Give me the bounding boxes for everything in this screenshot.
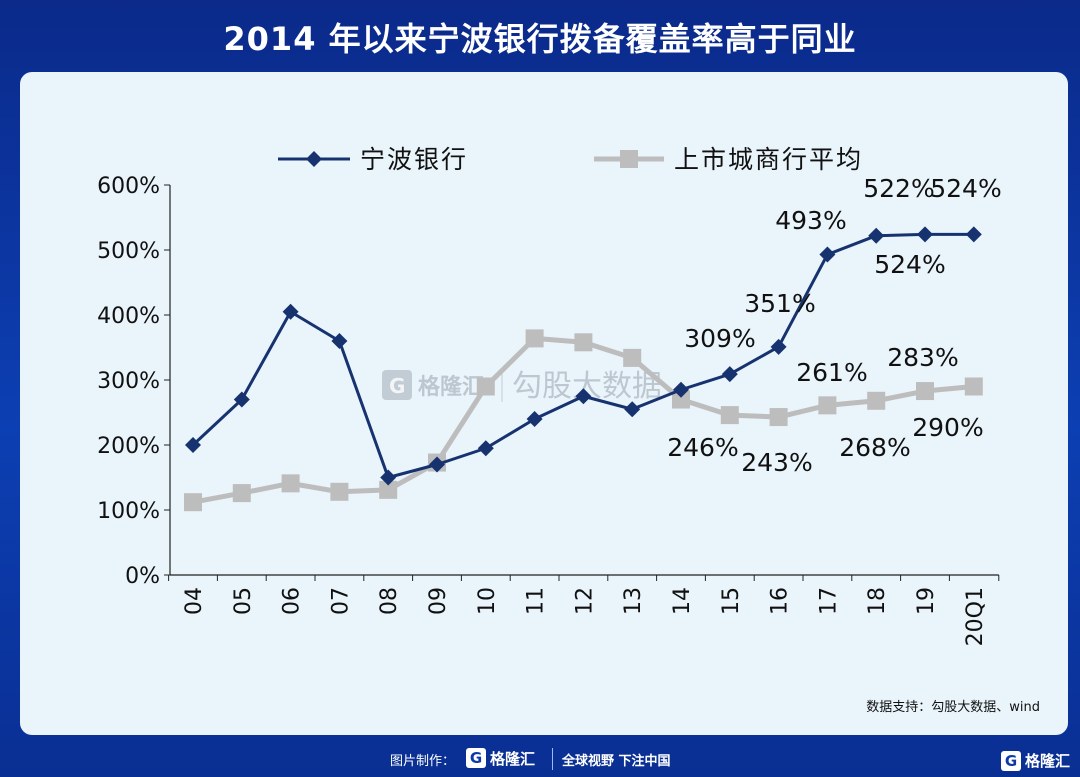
y-tick-label: 300% [97,369,160,394]
series-marker-square [184,493,202,512]
series-marker-diamond [282,303,299,320]
series-marker-diamond [965,226,982,243]
y-tick-label: 600% [97,174,160,199]
series-marker-diamond [185,437,201,453]
series-marker-square [964,377,983,396]
footer-brand: 格隆汇 [490,749,536,768]
series-marker-diamond [721,366,738,383]
x-tick-label: 17 [816,587,841,615]
made-by-label: 图片制作： [390,754,456,769]
series-marker-square [379,480,398,499]
x-tick-label: 06 [280,587,305,615]
legend-marker-square [620,150,638,168]
series-marker-diamond [526,411,543,427]
series-marker-diamond [868,227,885,244]
series-marker-square [672,390,690,409]
series-marker-diamond [429,456,445,473]
y-tick-label: 500% [97,239,160,264]
x-tick-label: 14 [670,587,695,615]
data-label: 493% [775,206,846,235]
y-tick-label: 0% [125,564,160,589]
x-tick-label: 18 [865,587,890,615]
series-marker-square [232,484,251,503]
series-marker-diamond [917,226,933,243]
x-tick-label: 08 [377,587,402,615]
data-label: 524% [874,250,945,279]
series-marker-diamond [819,246,836,263]
y-tick-label: 200% [97,434,160,459]
series-marker-square [818,396,837,415]
legend-marker-diamond [306,151,322,167]
series-marker-diamond [673,381,689,398]
data-label: 351% [744,289,815,318]
x-tick-label: 13 [621,587,646,615]
legend-label: 上市城商行平均 [674,145,863,174]
page-title: 2014 年以来宁波银行拨备覆盖率高于同业 [223,20,857,58]
series-marker-diamond [331,333,348,349]
y-tick-label: 100% [97,499,160,524]
data-label: 268% [839,433,910,462]
series-marker-diamond [770,338,787,355]
footer-logo: G 格隆汇 [466,745,548,771]
x-tick-label: 16 [768,587,793,615]
watermark-logo-icon [382,370,412,400]
series-marker-square [867,391,886,410]
corner-brand: 格隆汇 [1024,752,1070,770]
x-tick-label: 05 [231,587,256,615]
corner-g-icon: G [1000,750,1021,771]
watermark-logo-letter: G [389,374,405,398]
series-marker-square [623,348,642,367]
watermark: G 格隆汇 勾股大数据 [382,369,662,404]
x-tick-label: 20Q1 [963,587,988,646]
series-marker-diamond [624,401,641,418]
data-label: 261% [796,358,867,387]
x-tick-label: 07 [328,587,353,615]
data-label: 524% [930,174,1001,203]
x-tick-label: 11 [524,587,549,615]
series-marker-diamond [380,469,397,486]
footer: 图片制作： G 格隆汇 全球视野 下注中国 [0,740,1080,777]
data-source: 数据支持：勾股大数据、wind [866,700,1040,715]
series-marker-square [330,482,349,501]
data-label: 283% [887,343,958,372]
legend: 宁波银行 上市城商行平均 [278,145,863,174]
series-marker-square [574,333,593,352]
data-label: 246% [667,433,738,462]
x-tick-label: 10 [475,587,500,615]
g-logo-icon: G [466,748,486,768]
series-marker-diamond [233,391,250,408]
series-marker-square [720,406,739,425]
x-tick-label: 12 [572,587,597,615]
y-tick-label: 400% [97,304,160,329]
series-marker-diamond [575,388,592,405]
data-label: 309% [684,324,755,353]
x-tick-label: 09 [426,587,451,615]
corner-watermark: G 格隆汇 [1000,750,1070,771]
series-marker-square [769,408,788,427]
series-marker-square [916,382,934,401]
footer-slogan: 全球视野 下注中国 [562,754,671,769]
series-marker-square [525,329,544,348]
footer-divider [552,748,553,770]
data-label: 522% [863,174,934,203]
series-marker-square [281,474,300,493]
chart-panel: G 格隆汇 勾股大数据 0% 100% 200% 300% 400% 500% 600% 04 05 0… [20,72,1068,735]
x-tick-label: 19 [914,587,939,615]
x-tick-label: 15 [719,587,744,615]
x-tick-label: 04 [182,587,207,615]
legend-label: 宁波银行 [360,145,468,174]
series-marker-square [476,377,495,396]
watermark-brand: 格隆汇 [418,374,484,400]
data-label: 290% [912,413,983,442]
data-label: 243% [741,448,812,477]
series-marker-diamond [477,440,494,457]
